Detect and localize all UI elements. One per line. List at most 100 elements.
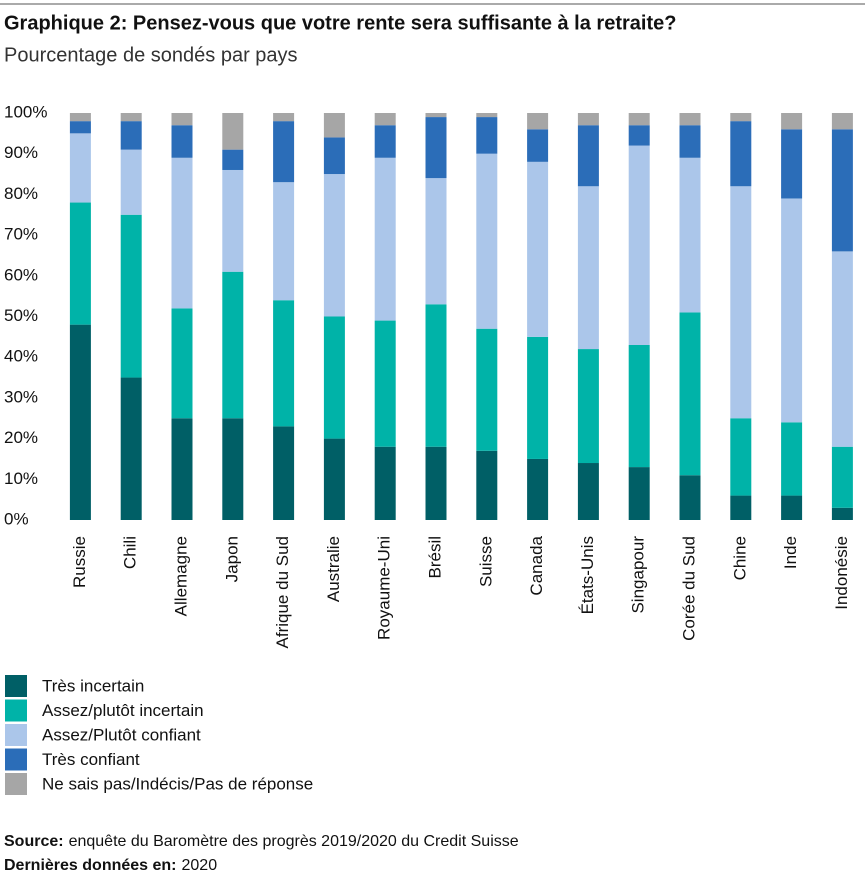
bar-segment [273,300,295,427]
bar-segment [730,418,752,496]
bar-segment [171,125,193,158]
legend-label: Assez/Plutôt confiant [42,725,201,744]
bar-segment [831,446,853,508]
y-tick-label: 20% [4,428,38,447]
bar-segment [730,495,752,520]
y-tick-label: 70% [4,225,38,244]
bar-segment [577,463,599,520]
x-tick-label: Chili [121,536,140,569]
bar-segment [831,113,853,130]
bar-segment [374,446,396,520]
bar-segment [273,426,295,520]
y-tick-label: 10% [4,469,38,488]
bar-segment [628,467,650,520]
bar-segment [222,113,244,150]
source-label: Source: [4,833,64,850]
y-tick-label: 80% [4,184,38,203]
x-tick-label: Canada [527,535,546,595]
bar-segment [527,161,549,337]
bar-segment [222,418,244,520]
bar-segment [374,113,396,126]
bar-segment [730,121,752,187]
x-tick-label: Russie [70,536,89,588]
bar-segment [527,458,549,520]
bar-segment [120,121,142,150]
bar-segment [577,186,599,350]
bar-segment [171,157,193,309]
x-tick-label: Australie [324,536,343,602]
bar-segment [628,113,650,126]
bar-segment [476,113,498,118]
bar-segment [679,312,701,476]
bar-segment [628,344,650,468]
bar-segment [679,125,701,158]
bar-segment [69,133,91,203]
bar-segment [476,328,498,451]
y-tick-label: 50% [4,306,38,325]
bar-segment [120,149,142,215]
x-tick-label: Indonésie [832,536,851,610]
x-tick-label: Japon [222,536,241,582]
y-tick-label: 100% [4,102,47,121]
bar-segment [69,113,91,122]
x-tick-label: Allemagne [171,536,190,616]
x-tick-label: Royaume-Uni [375,536,394,640]
bar-segment [831,251,853,447]
legend-swatch [5,699,27,722]
bar-segment [831,129,853,252]
bar-segment [323,137,345,175]
bar-segment [425,304,447,447]
bar-segment [781,129,803,199]
x-tick-label: Chine [730,536,749,580]
legend-label: Assez/plutôt incertain [42,701,204,720]
bar-segment [628,125,650,146]
legend-label: Très confiant [42,750,140,769]
bar-segment [171,308,193,419]
bar-segment [577,113,599,126]
bar-segment [222,169,244,272]
bar-segment [273,121,295,183]
bar-segment [273,113,295,122]
legend-swatch [5,675,27,697]
x-tick-label: Brésil [425,536,444,579]
legend-swatch [5,748,27,771]
bar-segment [730,113,752,122]
bar-segment [425,178,447,305]
x-tick-label: Afrique du Sud [273,536,292,648]
bar-segment [69,324,91,520]
x-tick-label: Singapour [629,536,648,614]
bar-segment [476,153,498,329]
latest: Dernières données en: 2020 [4,857,217,874]
bar-segment [171,113,193,126]
y-tick-label: 30% [4,387,38,406]
bar-segment [781,495,803,520]
bar-segment [527,336,549,459]
bar-segment [222,271,244,419]
bar-segment [374,320,396,447]
bar-segment [425,113,447,118]
x-tick-label: États-Unis [578,536,597,614]
source-text: enquête du Baromètre des progrès 2019/20… [69,833,519,850]
bar-segment [679,157,701,313]
bar-segment [323,316,345,439]
bar-segment [69,121,91,134]
source: Source: enquête du Baromètre des progrès … [4,833,519,850]
bar-segment [120,113,142,122]
bar-segment [527,113,549,130]
bar-segment [476,117,498,154]
bar-segment [425,117,447,179]
bar-segment [831,507,853,520]
bar-segment [222,149,244,170]
legend-swatch [5,773,27,795]
legend-label: Ne sais pas/Indécis/Pas de réponse [42,774,313,793]
bar-segment [273,182,295,301]
y-tick-label: 90% [4,143,38,162]
bar-segment [425,446,447,520]
x-tick-label: Suisse [476,536,495,587]
bar-segment [527,129,549,162]
legend-label: Très incertain [42,676,144,695]
y-tick-label: 40% [4,347,38,366]
bar-segment [781,198,803,423]
y-tick-label: 0% [4,509,29,528]
